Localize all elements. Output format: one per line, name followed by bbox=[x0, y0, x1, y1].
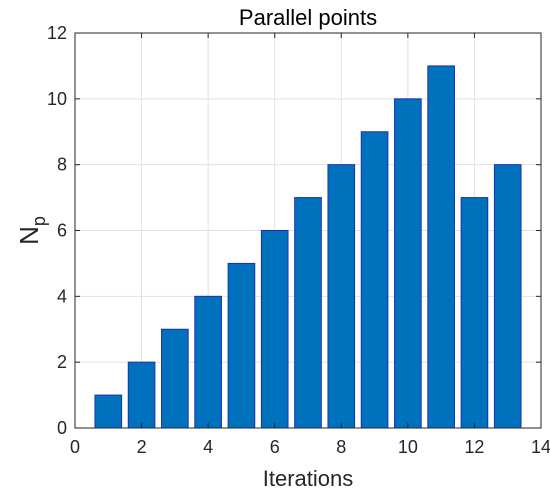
bar bbox=[327, 164, 356, 429]
y-axis-ticks: 0 2 4 6 8 10 12 bbox=[47, 23, 541, 438]
bar bbox=[294, 197, 322, 429]
y-tick-label: 12 bbox=[47, 23, 67, 43]
x-axis-label: Iterations bbox=[263, 466, 354, 491]
chart-title: Parallel points bbox=[239, 5, 377, 30]
bar bbox=[460, 197, 489, 429]
bar bbox=[227, 262, 256, 429]
y-tick-label: 2 bbox=[57, 352, 67, 372]
y-axis-label: Np bbox=[14, 216, 49, 245]
bar bbox=[127, 361, 156, 429]
y-tick-label: 10 bbox=[47, 89, 67, 109]
bar bbox=[161, 328, 189, 429]
x-axis-ticks: 0 2 4 6 8 10 12 14 bbox=[70, 33, 550, 457]
x-tick-label: 6 bbox=[270, 437, 280, 457]
bar bbox=[427, 65, 455, 429]
x-tick-label: 14 bbox=[531, 437, 550, 457]
bar bbox=[194, 295, 222, 429]
bar bbox=[394, 98, 422, 429]
x-tick-label: 12 bbox=[464, 437, 484, 457]
y-tick-label: 6 bbox=[57, 221, 67, 241]
x-tick-label: 8 bbox=[336, 437, 346, 457]
x-tick-label: 0 bbox=[70, 437, 80, 457]
bar bbox=[360, 131, 389, 429]
y-tick-label: 0 bbox=[57, 418, 67, 438]
y-axis-label-subscript: p bbox=[29, 216, 49, 226]
x-tick-label: 4 bbox=[203, 437, 213, 457]
y-tick-label: 4 bbox=[57, 286, 67, 306]
bar bbox=[94, 394, 123, 429]
x-tick-label: 2 bbox=[137, 437, 147, 457]
bar bbox=[493, 164, 522, 429]
svg-text:Np: Np bbox=[14, 216, 49, 245]
bar bbox=[260, 230, 289, 429]
x-tick-label: 10 bbox=[398, 437, 418, 457]
bars bbox=[94, 65, 522, 429]
y-tick-label: 8 bbox=[57, 155, 67, 175]
y-axis-label-main: N bbox=[14, 226, 44, 245]
